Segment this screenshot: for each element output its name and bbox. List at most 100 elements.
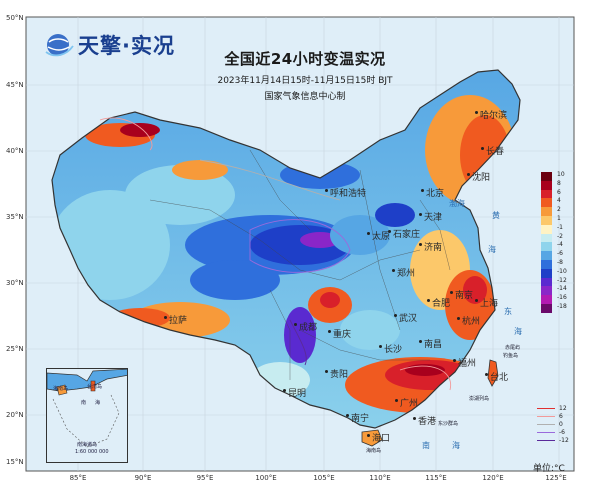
city-dot <box>379 345 382 348</box>
isoline-swatch <box>537 415 555 417</box>
lon-label: 85°E <box>69 474 87 482</box>
inset-label: 南 <box>81 400 87 406</box>
city-dot <box>485 373 488 376</box>
legend-swatch <box>541 242 552 252</box>
legend-swatch <box>541 259 552 269</box>
inset-label: 南海诸岛 <box>77 442 98 448</box>
inset-map <box>47 369 127 448</box>
south-china-sea-inset: 台湾岛南 海 海南岛 南海诸岛 1:60 000 000 <box>46 368 128 463</box>
legend-label: 10 <box>557 171 565 178</box>
city-dot <box>419 340 422 343</box>
city-dot <box>325 189 328 192</box>
city-dot <box>467 173 470 176</box>
legend-label: -14 <box>557 285 567 293</box>
city-label: 石家庄 <box>393 230 421 240</box>
city-label: 合肥 <box>432 299 451 309</box>
city-label: 南昌 <box>424 340 443 350</box>
legend-entry: -1 <box>541 223 600 234</box>
legend-label: 8 <box>557 179 561 187</box>
logo: 天擎·实况 <box>44 30 175 60</box>
city-label: 台北 <box>490 373 509 383</box>
city-dot <box>475 299 478 302</box>
lon-label: 95°E <box>196 474 214 482</box>
city-label: 南宁 <box>351 414 370 424</box>
city-label: 长沙 <box>384 345 403 355</box>
city-label: 杭州 <box>462 317 481 327</box>
isoline-label: -12 <box>559 436 569 444</box>
legend-entry: -18 <box>541 302 600 313</box>
city-dot <box>388 230 391 233</box>
city-dot <box>427 299 430 302</box>
isoline-contours <box>99 117 452 391</box>
city-dot <box>346 414 349 417</box>
legend-label: -12 <box>557 276 567 284</box>
city-label: 北京 <box>426 189 445 199</box>
city-label: 海口 <box>372 434 391 444</box>
city-dot <box>395 399 398 402</box>
legend-label: -2 <box>557 232 563 240</box>
city-dot <box>164 316 167 319</box>
city-dot <box>283 389 286 392</box>
legend-label: -16 <box>557 294 567 302</box>
legend-entry: -16 <box>541 294 600 304</box>
sea-label: 渤海 <box>449 199 465 208</box>
inset-label: 台湾岛 <box>87 384 103 390</box>
legend-swatch <box>541 251 552 260</box>
city-label: 上海 <box>480 299 499 309</box>
legend-label: -10 <box>557 267 567 275</box>
island-label: 东沙群岛 <box>438 421 459 427</box>
legend-entry: 10 <box>541 171 600 181</box>
legend-entry: -14 <box>541 285 600 296</box>
globe-icon <box>45 34 74 57</box>
legend-label: -18 <box>557 302 567 310</box>
legend-label: 6 <box>557 188 561 196</box>
legend-entry: -12 <box>541 276 600 287</box>
lon-label: 125°E <box>545 474 567 482</box>
legend-label: -1 <box>557 223 563 231</box>
lat-label: 35°N <box>6 213 24 221</box>
inset-label: 海南岛 <box>53 386 69 392</box>
city-dot <box>294 323 297 326</box>
city-label: 福州 <box>458 359 477 369</box>
lat-label: 25°N <box>6 345 24 353</box>
lon-label: 90°E <box>134 474 152 482</box>
city-label: 拉萨 <box>169 316 188 326</box>
legend-label: -4 <box>557 241 563 249</box>
legend-swatch <box>541 207 552 216</box>
country-border <box>51 69 521 429</box>
isoline-entry: 12 <box>537 404 569 412</box>
city-label: 香港 <box>418 417 437 427</box>
legend-swatch <box>541 198 552 208</box>
island-label: 海南岛 <box>366 448 382 454</box>
city-dot <box>453 359 456 362</box>
inset-label: 1:60 000 000 <box>75 449 109 455</box>
legend-entry: -6 <box>541 250 600 260</box>
city-dot <box>450 291 453 294</box>
legend-label: 2 <box>557 206 561 214</box>
city-dot <box>367 434 370 437</box>
lat-label: 20°N <box>6 411 24 419</box>
color-legend: 10 8 6 4 2 1 -1 -2 -4 -6 -8 -10 -12 -14 -16 -18 <box>541 171 600 313</box>
lon-label: 105°E <box>313 474 335 482</box>
lon-label: 115°E <box>425 474 447 482</box>
legend-label: 4 <box>557 197 561 205</box>
legend-swatch <box>541 233 552 243</box>
city-label: 太原 <box>372 232 391 242</box>
city-label: 哈尔滨 <box>480 111 508 121</box>
title-block: 全国近24小时变温实况 2023年11月14日15时-11月15日15时 BJT… <box>190 48 420 102</box>
city-dot <box>367 232 370 235</box>
legend-swatch <box>541 189 552 199</box>
isoline-swatch <box>537 423 555 425</box>
city-label: 成都 <box>299 323 318 333</box>
lat-label: 40°N <box>6 147 24 155</box>
legend-swatch <box>541 286 552 296</box>
legend-swatch <box>541 295 552 304</box>
map-subtitle: 2023年11月14日15时-11月15日15时 BJT <box>217 76 393 86</box>
province-borders <box>149 149 451 380</box>
legend-entry: 1 <box>541 215 600 225</box>
city-label: 呼和浩特 <box>330 189 367 199</box>
legend-entry: -10 <box>541 267 600 278</box>
lon-label: 110°E <box>369 474 391 482</box>
isoline-swatch <box>537 439 555 441</box>
